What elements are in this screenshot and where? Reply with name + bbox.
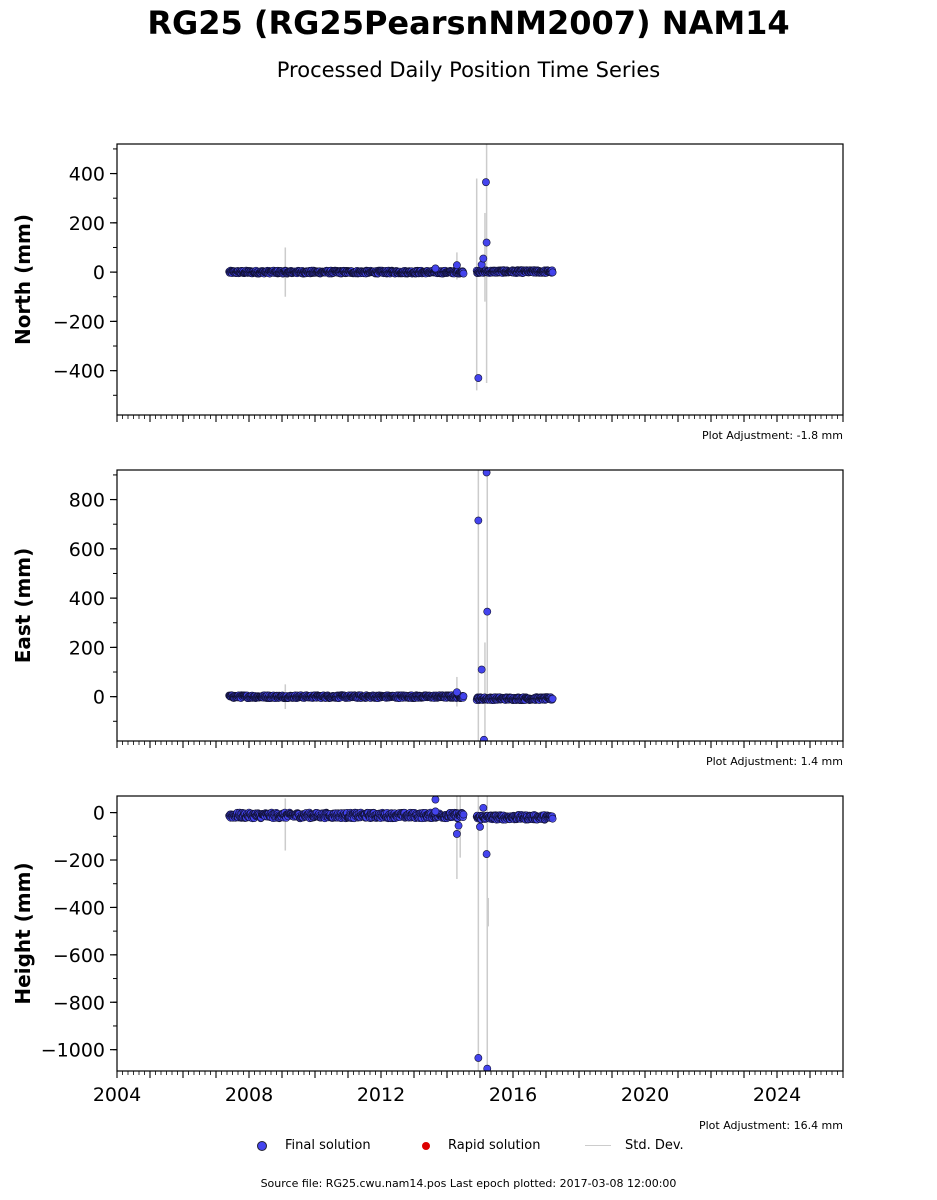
axes-frame (116, 795, 844, 1072)
final-point (480, 735, 488, 741)
y-tick-label: −200 (53, 311, 105, 333)
x-tick-label: 2016 (489, 1084, 537, 1106)
adjustment-height: Plot Adjustment: 16.4 mm (698, 1119, 843, 1132)
y-tick-label: 200 (69, 637, 105, 659)
final-point (482, 470, 491, 477)
x-tick-label: 2008 (225, 1084, 273, 1106)
legend-stddev-label: Std. Dev. (625, 1138, 684, 1153)
legend-final: Final solution (257, 1138, 371, 1153)
final-point (474, 374, 483, 382)
final-point (454, 821, 463, 830)
y-axis-label: East (mm) (11, 548, 35, 664)
y-tick-label: 600 (69, 539, 105, 561)
final-point (482, 238, 491, 247)
x-tick-label: 2012 (357, 1084, 405, 1106)
y-tick-label: 200 (69, 213, 105, 235)
final-point (482, 850, 491, 858)
panel-1: 0 200 400 600 800 East (mm) (11, 469, 844, 748)
y-tick-label: −400 (53, 361, 105, 383)
final-point (431, 807, 440, 816)
adjustment-east: Plot Adjustment: 1.4 mm (705, 755, 843, 768)
panel-2: −1000 −800 −600 −400 −200 0 2004 2008 2012 2016 20… (11, 795, 844, 1106)
y-tick-label: 400 (69, 588, 105, 610)
final-point (459, 692, 468, 701)
legend: Final solution Rapid solution Std. Dev. (0, 1138, 937, 1158)
chart-title: RG25 (RG25PearsnNM2007) NAM14 (147, 4, 790, 42)
x-tick-label: 2004 (93, 1084, 141, 1106)
final-point (479, 803, 488, 812)
y-tick-label: −1000 (41, 1040, 105, 1062)
final-point (474, 1054, 483, 1062)
final-point (482, 178, 490, 187)
final-point (548, 268, 557, 277)
final-point (479, 254, 488, 263)
final-point (476, 822, 484, 831)
final-point (452, 688, 461, 697)
legend-rapid: Rapid solution (422, 1138, 540, 1153)
panel-0: −400 −200 0 200 400 North (mm) (11, 143, 844, 422)
x-tick-label: 2024 (753, 1084, 801, 1106)
final-point (483, 1064, 492, 1071)
legend-final-label: Final solution (285, 1138, 371, 1153)
axes-frame (116, 143, 844, 416)
final-point (548, 694, 557, 703)
final-point (483, 607, 492, 616)
legend-stddev: Std. Dev. (585, 1138, 684, 1153)
y-tick-label: −600 (53, 945, 105, 967)
y-tick-label: −200 (53, 850, 105, 872)
final-point (477, 665, 486, 674)
source-footer: Source file: RG25.cwu.nam14.pos Last epo… (260, 1177, 677, 1190)
y-axis-label: North (mm) (11, 214, 35, 345)
chart-subtitle: Processed Daily Position Time Series (276, 58, 661, 82)
y-tick-label: 800 (69, 490, 105, 512)
final-point (431, 264, 440, 273)
plot-area-0 (225, 144, 557, 391)
legend-rapid-label: Rapid solution (448, 1138, 541, 1153)
y-tick-label: −400 (53, 897, 105, 919)
stddev-line-icon (585, 1145, 611, 1146)
y-tick-label: 0 (93, 262, 105, 284)
final-marker-icon (257, 1140, 267, 1151)
y-tick-label: −800 (53, 992, 105, 1014)
final-point (452, 261, 461, 270)
plot-area-2 (225, 796, 557, 1071)
x-tick-label: 2020 (621, 1084, 669, 1106)
rapid-marker-icon (422, 1141, 430, 1150)
final-point (452, 830, 461, 838)
final-point (474, 516, 483, 525)
final-point (459, 810, 468, 819)
final-point (548, 814, 557, 823)
adjustment-north: Plot Adjustment: -1.8 mm (702, 429, 843, 442)
final-point (459, 269, 468, 278)
plot-area-1 (225, 470, 557, 741)
y-tick-label: 0 (93, 803, 105, 825)
y-axis-label: Height (mm) (11, 862, 35, 1004)
y-tick-label: 0 (93, 687, 105, 709)
final-point (431, 796, 440, 804)
y-tick-label: 400 (69, 164, 105, 186)
